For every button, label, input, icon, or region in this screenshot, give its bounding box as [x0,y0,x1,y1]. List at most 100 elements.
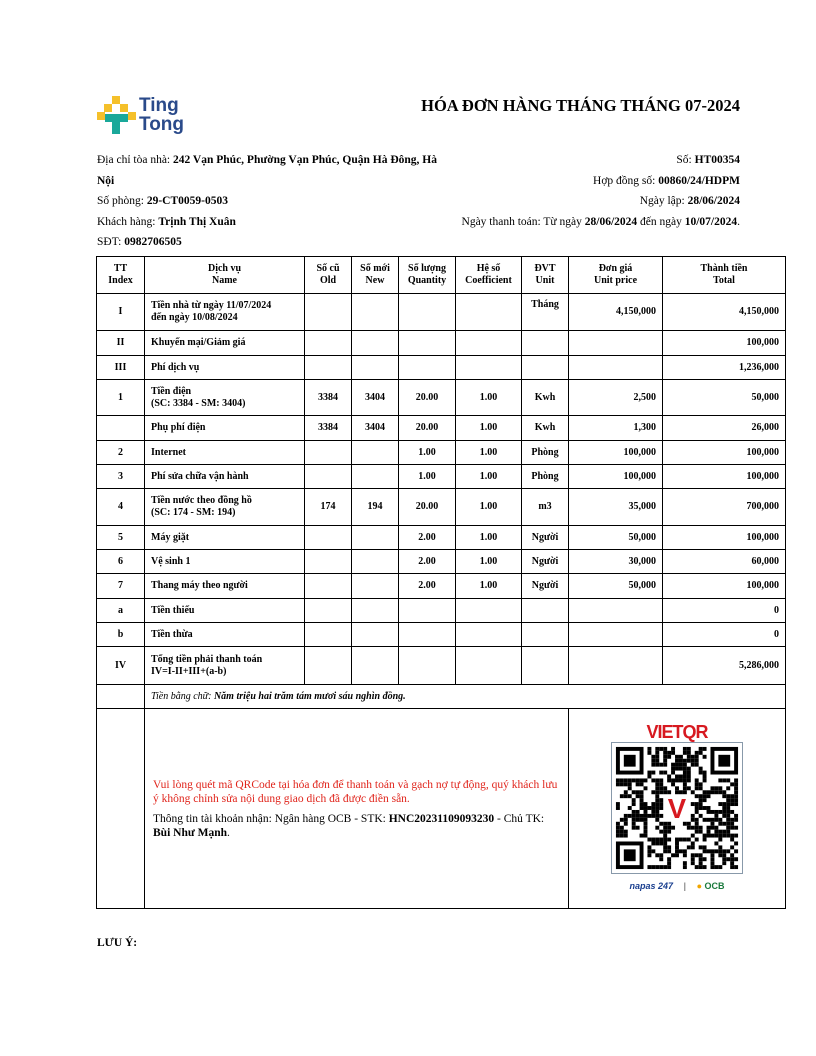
qr-code: V [611,741,743,874]
customer-label: Khách hàng: [97,215,159,228]
header-en: Coefficient [465,275,512,286]
pay-from: 28/06/2024 [584,215,638,228]
table-cell: 5 [96,525,145,550]
table-row: a Tiền thiếu 0 [96,598,786,623]
table-cell [398,293,456,331]
ocb-logo: ● OCB [696,880,725,891]
table-cell: 1,236,000 [662,355,786,380]
column-header: Số cũ Old [304,256,352,294]
table-cell: 4 [96,488,145,526]
table-cell [568,355,663,380]
table-cell [398,646,456,685]
table-cell: 1,300 [568,415,663,441]
table-cell [351,440,399,465]
header-vi: Hệ số [476,263,501,274]
table-cell: 100,000 [568,440,663,465]
table-cell: 20.00 [398,488,456,526]
account-number: HNC20231109093230 [388,812,495,825]
table-cell: b [96,622,145,647]
table-cell: Phòng [521,440,569,465]
table-cell: 60,000 [662,549,786,574]
table-cell [351,549,399,574]
payment-row: Vui lòng quét mã QRCode tại hóa đơn để t… [96,708,786,909]
header-en: Total [713,275,735,286]
note-label: LƯU Ý: [97,937,138,949]
table-row: IV Tổng tiền phải thanh toán IV=I-II+III+… [96,646,786,685]
table-row: 4 Tiền nước theo đồng hồ (SC: 174 - SM: 1… [96,488,786,526]
table-cell [398,622,456,647]
table-cell: 2.00 [398,573,456,599]
table-cell [351,646,399,685]
header-en: New [365,275,385,286]
table-cell: 2,500 [568,379,663,416]
table-cell [398,355,456,380]
table-cell: 4,150,000 [568,293,663,331]
header-en: Unit price [593,275,638,286]
brand-name: Ting Tong [139,95,185,135]
table-cell [521,622,569,647]
invoice-table: TT Index Dịch vụ Name Số cũ Old Số mới New Số lư… [96,256,786,909]
table-cell: IV [96,646,145,685]
table-row: I Tiền nhà từ ngày 11/07/2024 đến ngày 10… [96,293,786,331]
table-row: II Khuyến mại/Giảm giá 100,000 [96,330,786,356]
table-cell [304,464,352,489]
address: 242 Vạn Phúc, Phường Vạn Phúc, Quận Hà Đ… [97,154,438,187]
table-cell: Phòng [521,464,569,489]
table-cell [304,525,352,550]
table-cell: Thang máy theo người [144,573,305,599]
invoice-date: 28/06/2024 [687,195,740,207]
table-cell [351,598,399,623]
table-cell [521,330,569,356]
table-cell: III [96,355,145,380]
invoice-info: Số: HT00354 Hợp đồng số: 00860/24/HDPM N… [380,150,740,232]
svg-text:V: V [668,792,687,823]
phone-label: SĐT: [97,236,125,248]
table-row: 6 Vệ sinh 1 2.00 1.00 Người 30,000 60,000 [96,549,786,574]
table-cell: 100,000 [662,330,786,356]
header-vi: Số cũ [316,263,340,274]
table-cell: 50,000 [568,573,663,599]
table-cell: 100,000 [568,464,663,489]
table-cell: 3384 [304,379,352,416]
table-cell [96,684,145,709]
table-cell: 1.00 [455,415,522,441]
table-cell: Vệ sinh 1 [144,549,305,574]
words-value: Năm triệu hai trăm tám mươi sáu nghìn đồ… [213,690,406,702]
contract-no: 00860/24/HDPM [658,174,740,187]
table-cell: Máy giặt [144,525,305,550]
header-en: Unit [535,275,555,286]
table-row: 3 Phí sửa chữa vận hành 1.00 1.00 Phòng 100,0… [96,464,786,489]
table-cell: 100,000 [662,525,786,550]
table-cell: 194 [351,488,399,526]
table-cell: m3 [521,488,569,526]
header-vi: ĐVT [534,263,556,274]
column-header: Thành tiền Total [662,256,786,294]
vietqr-logo: VIETQR [646,721,708,742]
column-header: TT Index [96,256,145,294]
table-cell [351,330,399,356]
address-label: Địa chỉ tòa nhà: [97,154,174,166]
table-row: III Phí dịch vụ 1,236,000 [96,355,786,380]
payment-notice: Vui lòng quét mã QRCode tại hóa đơn để t… [153,778,558,805]
table-row: 2 Internet 1.00 1.00 Phòng 100,000 100,000 [96,440,786,465]
table-cell: 4,150,000 [662,293,786,331]
table-cell: 1.00 [398,464,456,489]
table-cell: 174 [304,488,352,526]
room-label: Số phòng: [97,195,147,207]
table-row: 7 Thang máy theo người 2.00 1.00 Người 50,000… [96,573,786,599]
pay-to: 10/07/2024 [684,215,738,228]
table-cell [455,355,522,380]
table-cell [568,622,663,647]
table-cell [568,330,663,356]
table-cell: 100,000 [662,440,786,465]
table-cell: Phí sửa chữa vận hành [144,464,305,489]
column-header: ĐVT Unit [521,256,569,294]
column-header: Số lượng Quantity [398,256,456,294]
table-cell: 7 [96,573,145,599]
table-cell: Người [521,549,569,574]
table-cell [351,525,399,550]
table-cell: 0 [662,622,786,647]
table-cell [304,622,352,647]
table-cell: 2 [96,440,145,465]
